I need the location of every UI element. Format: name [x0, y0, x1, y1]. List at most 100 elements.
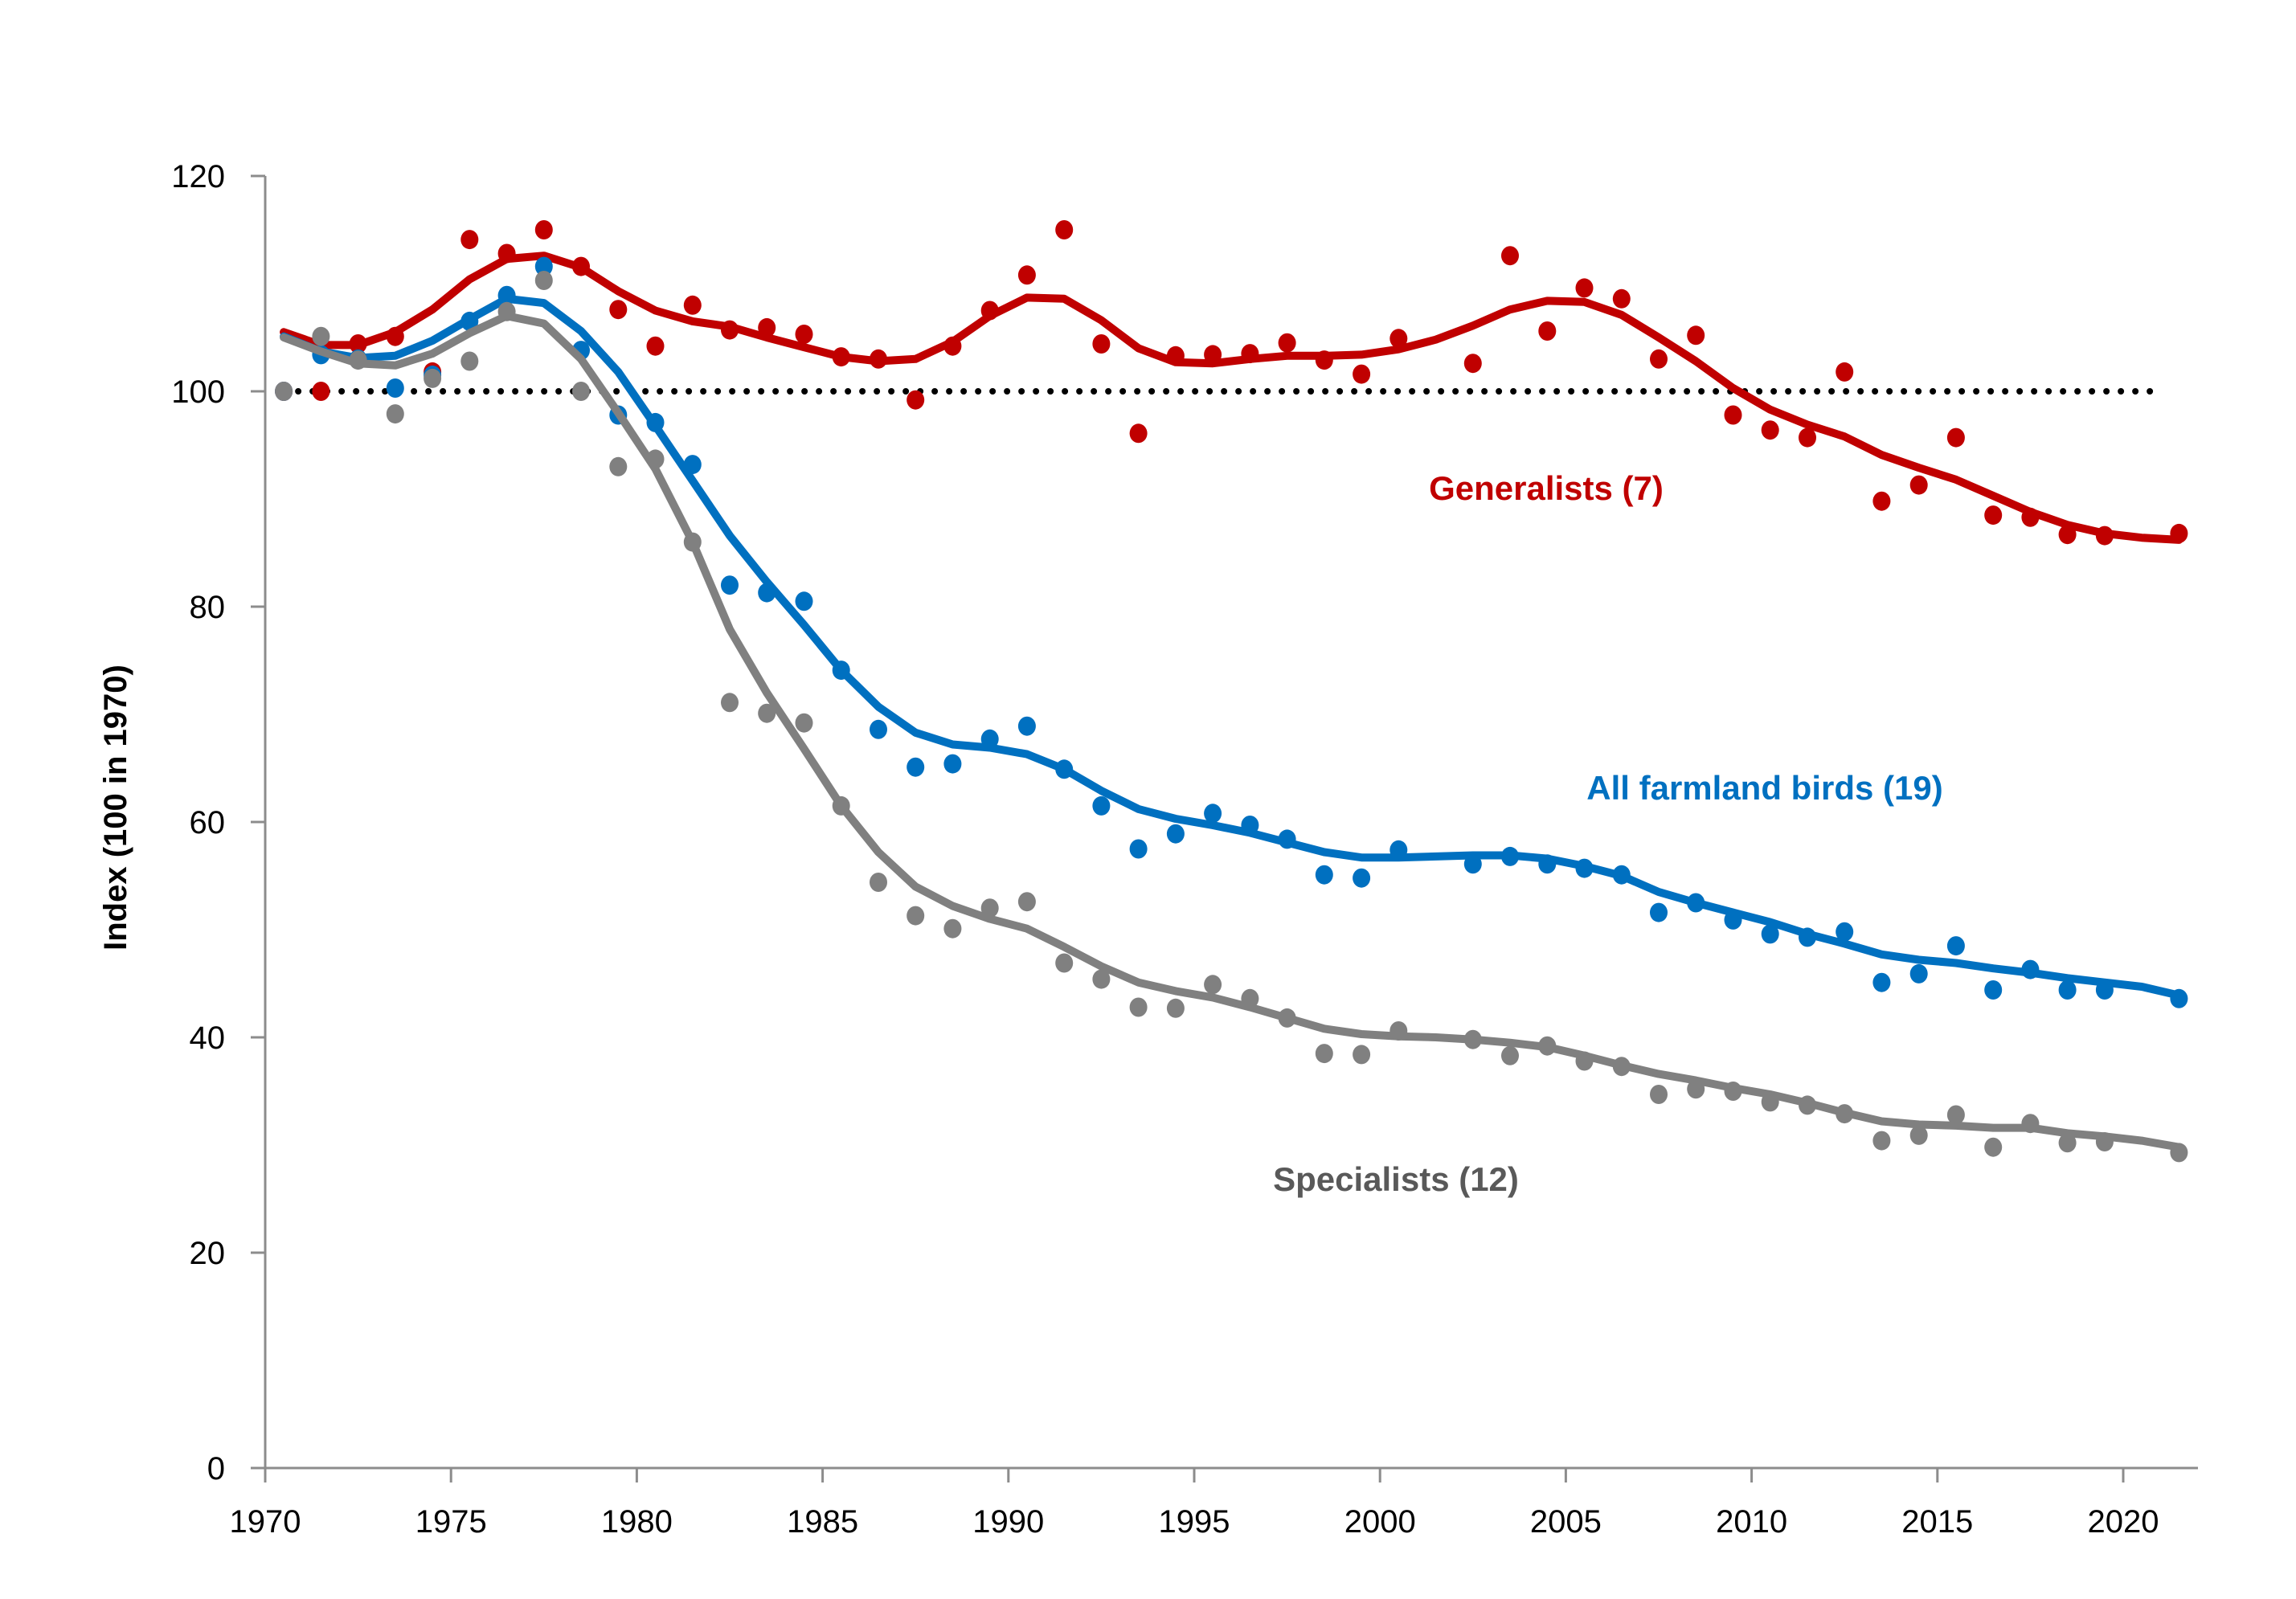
- data-point-specialists-12-1971: [312, 326, 330, 346]
- data-point-all-farmland-birds-19-1989: [980, 729, 999, 749]
- series-label-generalists: Generalists (7): [1429, 469, 1664, 507]
- y-axis-ticks: 0 20 40 60 80 100 120: [171, 159, 265, 1487]
- x-tick-label: 2005: [1530, 1504, 1602, 1540]
- data-point-specialists-12-2010: [1761, 1092, 1779, 1112]
- data-point-all-farmland-birds-19-2012: [1836, 922, 1854, 942]
- series-generalists-7: [275, 220, 2188, 546]
- data-point-specialists-12-2018: [2058, 1133, 2077, 1153]
- data-point-all-farmland-birds-19-2019: [2095, 980, 2114, 1000]
- data-point-all-farmland-birds-19-1973: [386, 378, 404, 398]
- data-point-generalists-7-1980: [646, 336, 665, 356]
- data-point-all-farmland-birds-19-1993: [1129, 839, 1148, 859]
- data-point-all-farmland-birds-19-2004: [1538, 854, 1557, 874]
- data-point-specialists-12-1977: [534, 271, 553, 290]
- data-point-generalists-7-2017: [2021, 507, 2040, 527]
- data-point-specialists-12-1973: [386, 404, 404, 424]
- data-point-all-farmland-birds-19-2009: [1724, 910, 1742, 930]
- y-tick-label: 80: [190, 590, 226, 625]
- data-point-specialists-12-2019: [2095, 1132, 2114, 1151]
- x-tick-label: 1995: [1159, 1504, 1230, 1540]
- y-tick-label: 0: [207, 1451, 225, 1487]
- data-point-generalists-7-1986: [870, 349, 887, 369]
- data-point-all-farmland-birds-19-2008: [1687, 893, 1705, 913]
- y-axis-title: Index (100 in 1970): [98, 665, 133, 951]
- data-point-all-farmland-birds-19-2016: [1984, 980, 2003, 1000]
- trend-line-specialists-12: [280, 312, 2183, 1151]
- data-point-generalists-7-2007: [1650, 349, 1668, 369]
- data-point-all-farmland-birds-19-1997: [1278, 829, 1296, 849]
- series-all-farmland-birds-19: [275, 256, 2188, 1008]
- data-point-all-farmland-birds-19-1981: [683, 455, 702, 475]
- data-point-all-farmland-birds-19-1976: [497, 285, 516, 305]
- data-point-specialists-12-1981: [683, 532, 702, 552]
- data-point-generalists-7-1993: [1129, 423, 1148, 444]
- data-point-specialists-12-2004: [1538, 1036, 1557, 1056]
- data-point-generalists-7-1990: [1017, 265, 1036, 285]
- x-tick-label: 1975: [415, 1504, 487, 1540]
- data-point-all-farmland-birds-19-2011: [1799, 927, 1816, 947]
- data-point-specialists-12-2000: [1389, 1021, 1408, 1041]
- data-point-specialists-12-1994: [1166, 998, 1185, 1018]
- data-point-specialists-12-1975: [460, 351, 479, 371]
- data-point-all-farmland-birds-19-2003: [1501, 846, 1519, 866]
- data-point-all-farmland-birds-19-1999: [1353, 868, 1371, 888]
- x-tick-label: 2010: [1716, 1504, 1787, 1540]
- data-point-specialists-12-1974: [424, 368, 442, 388]
- data-point-all-farmland-birds-19-1998: [1315, 865, 1333, 885]
- data-point-specialists-12-1985: [832, 795, 850, 816]
- data-point-generalists-7-1987: [907, 390, 925, 410]
- x-tick-label: 1985: [787, 1504, 858, 1540]
- data-point-specialists-12-2011: [1799, 1095, 1816, 1115]
- data-point-all-farmland-birds-19-1975: [460, 311, 479, 331]
- series-specialists-12: [275, 271, 2188, 1163]
- data-point-generalists-7-1997: [1278, 333, 1296, 353]
- y-tick-label: 60: [190, 805, 226, 840]
- data-point-generalists-7-1973: [386, 326, 404, 346]
- data-point-generalists-7-2021: [2170, 523, 2188, 543]
- data-point-all-farmland-birds-19-1987: [907, 757, 925, 777]
- data-point-generalists-7-1984: [795, 325, 813, 344]
- series-label-specialists: Specialists (12): [1273, 1160, 1519, 1198]
- data-point-all-farmland-birds-19-2006: [1612, 865, 1631, 885]
- data-point-specialists-12-2012: [1836, 1104, 1854, 1124]
- axes: 0 20 40 60 80 100 120 1970 1975 1980 1985 1990 1995…: [171, 159, 2198, 1540]
- data-point-specialists-12-1997: [1278, 1008, 1296, 1028]
- data-point-generalists-7-1983: [758, 317, 776, 337]
- data-point-all-farmland-birds-19-2002: [1463, 854, 1482, 874]
- data-point-all-farmland-birds-19-1994: [1166, 824, 1185, 844]
- data-point-all-farmland-birds-19-2014: [1909, 963, 1928, 984]
- data-point-all-farmland-birds-19-1982: [721, 575, 739, 595]
- x-tick-label: 2020: [2088, 1504, 2159, 1540]
- y-tick-label: 40: [190, 1020, 226, 1056]
- data-point-generalists-7-1999: [1353, 364, 1371, 384]
- data-point-generalists-7-1972: [349, 334, 367, 354]
- data-point-all-farmland-birds-19-2021: [2170, 988, 2188, 1008]
- data-point-specialists-12-1990: [1017, 892, 1036, 912]
- data-point-generalists-7-2008: [1687, 325, 1705, 346]
- data-point-specialists-12-1999: [1353, 1045, 1371, 1065]
- data-point-generalists-7-1991: [1055, 220, 1074, 239]
- data-point-generalists-7-2011: [1799, 427, 1816, 448]
- data-point-specialists-12-2006: [1612, 1057, 1631, 1077]
- data-point-specialists-12-1992: [1092, 969, 1111, 989]
- data-point-generalists-7-1994: [1166, 346, 1185, 366]
- data-point-all-farmland-birds-19-1980: [646, 412, 665, 432]
- x-tick-label: 2015: [1901, 1504, 1973, 1540]
- data-point-specialists-12-1970: [275, 382, 293, 401]
- data-point-specialists-12-2007: [1650, 1085, 1668, 1104]
- data-point-all-farmland-birds-19-2000: [1389, 840, 1408, 860]
- data-point-generalists-7-1977: [534, 220, 553, 239]
- data-point-generalists-7-2012: [1836, 362, 1854, 382]
- data-point-generalists-7-2014: [1909, 475, 1928, 495]
- data-point-generalists-7-1985: [832, 347, 850, 367]
- data-point-generalists-7-2010: [1761, 420, 1779, 440]
- data-point-all-farmland-birds-19-1977: [534, 256, 553, 276]
- data-point-specialists-12-2003: [1501, 1045, 1519, 1065]
- data-point-all-farmland-birds-19-1986: [870, 719, 887, 739]
- data-point-generalists-7-1995: [1204, 345, 1222, 365]
- x-tick-label: 1990: [972, 1504, 1044, 1540]
- x-tick-label: 1980: [601, 1504, 673, 1540]
- data-point-specialists-12-2017: [2021, 1114, 2040, 1134]
- data-point-generalists-7-1981: [683, 295, 702, 315]
